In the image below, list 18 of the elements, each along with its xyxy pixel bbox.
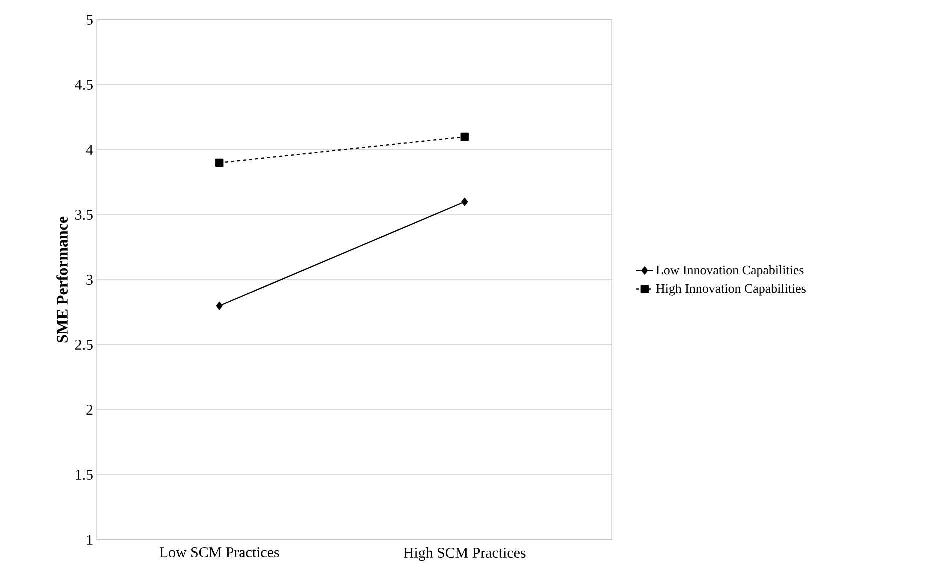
- point: [460, 132, 469, 142]
- y-tick-label: 3: [86, 274, 93, 286]
- y-tick-label: 4.5: [75, 80, 93, 90]
- point: [216, 302, 223, 310]
- x-tick-label: High SCM Practices: [404, 548, 526, 562]
- y-tick-label: 2.5: [75, 340, 93, 350]
- point: [216, 158, 224, 168]
- y-tick-label: 2: [86, 405, 93, 415]
- x-tick-label: Low SCM Practices: [160, 548, 280, 558]
- y-tick-label: 1: [87, 535, 93, 545]
- legend-label: High Innovation Capabilities: [656, 284, 806, 296]
- y-tick-label: 5: [86, 15, 93, 25]
- y-axis-title: SME Performance: [56, 216, 68, 343]
- y-tick-label: 4: [86, 145, 94, 155]
- legend-label: Low Innovation Capabilities: [656, 266, 804, 278]
- point: [462, 198, 468, 206]
- y-tick-label: 3.5: [76, 210, 93, 220]
- y-tick-label: 1.5: [76, 470, 93, 480]
